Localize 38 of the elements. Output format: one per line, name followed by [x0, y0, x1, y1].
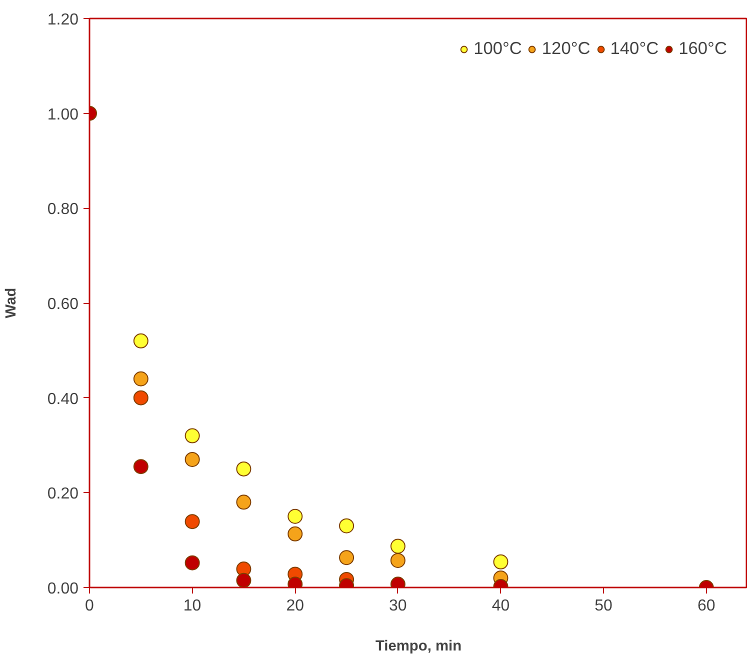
legend-label: 100°C — [474, 38, 522, 59]
y-tick-label: 1.20 — [47, 12, 79, 28]
x-tick-label: 50 — [594, 598, 613, 614]
point — [184, 452, 200, 467]
y-tick-label: 0.80 — [47, 201, 79, 218]
y-tick-label: 0.20 — [47, 486, 79, 503]
point — [184, 514, 200, 530]
point — [184, 428, 200, 444]
y-tick-label: 0.40 — [47, 390, 79, 408]
x-tick-label: 40 — [492, 598, 510, 614]
point — [133, 333, 148, 348]
point — [133, 459, 148, 474]
x-tick-label: 60 — [697, 598, 716, 614]
point — [390, 552, 406, 568]
point — [288, 526, 303, 542]
point — [133, 371, 148, 386]
point — [339, 518, 354, 534]
x-tick-label: 0 — [85, 598, 94, 614]
point — [288, 508, 303, 524]
x-axis-title: Tiempo, min — [375, 638, 462, 654]
point — [236, 461, 252, 476]
point — [493, 554, 508, 570]
point — [133, 390, 148, 406]
x-tick-label: 20 — [286, 598, 304, 614]
x-tick-label: 30 — [389, 598, 407, 614]
legend-label: 160°C — [678, 38, 727, 59]
point — [184, 555, 200, 570]
point — [236, 572, 252, 588]
point — [236, 494, 252, 510]
point — [339, 550, 354, 566]
legend-label: 140°C — [610, 38, 659, 59]
y-axis-title: Wad — [3, 288, 20, 318]
legend-label: 120°C — [542, 38, 590, 59]
y-tick-label: 0.00 — [47, 580, 79, 598]
y-tick-label: 0.60 — [47, 296, 79, 313]
y-tick-label: 1.00 — [47, 106, 79, 124]
point — [390, 538, 406, 554]
x-tick-label: 10 — [183, 598, 202, 614]
